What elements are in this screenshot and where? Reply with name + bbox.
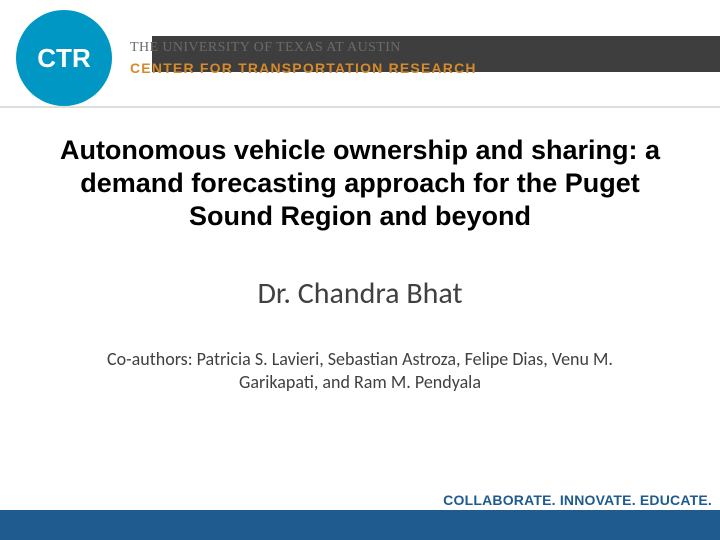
org-name: THE UNIVERSITY OF TEXAS AT AUSTIN <box>130 40 477 56</box>
footer-tagline: COLLABORATE. INNOVATE. EDUCATE. <box>443 492 712 508</box>
ctr-logo-text: CTR <box>37 43 90 74</box>
org-block: THE UNIVERSITY OF TEXAS AT AUSTIN CENTER… <box>130 40 477 76</box>
presenter-name: Dr. Chandra Bhat <box>0 275 720 312</box>
footer-bar <box>0 510 720 540</box>
arrow-icon <box>351 78 369 92</box>
header: CTR THE UNIVERSITY OF TEXAS AT AUSTIN CE… <box>0 0 720 110</box>
header-rule <box>0 106 720 108</box>
slide-title: Autonomous vehicle ownership and sharing… <box>0 110 720 233</box>
ctr-logo: CTR <box>16 10 112 106</box>
org-subtitle: CENTER FOR TRANSPORTATION RESEARCH <box>130 60 477 76</box>
coauthors-line: Co-authors: Patricia S. Lavieri, Sebasti… <box>105 348 615 395</box>
